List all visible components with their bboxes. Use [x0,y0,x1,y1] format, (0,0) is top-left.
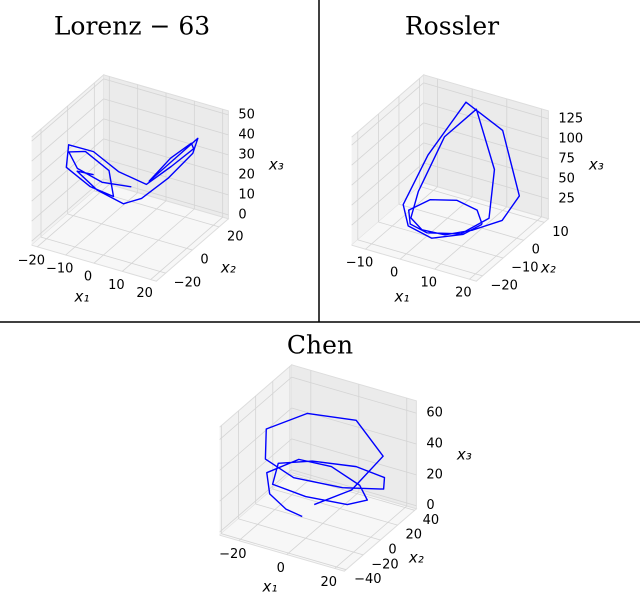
x-axis-label: x₁ [74,288,90,306]
trajectory [402,101,521,239]
grid-line [103,178,229,216]
grid-line [419,186,545,223]
z-tick-label: 30 [238,147,255,162]
x-tick-label: 10 [108,278,125,293]
z-tick-label: 25 [558,191,575,206]
z-tick-label: 50 [238,107,255,122]
z-axis-label: x₃ [456,445,472,463]
y-tick-label: −20 [371,557,398,572]
z-tick-label: 40 [426,437,443,452]
y-tick-label: 10 [552,225,569,240]
grid-line [272,488,398,526]
grid-line [103,118,229,156]
grid-line [31,98,104,162]
x-tick-label: 20 [455,286,472,301]
x-tick-label: 20 [320,575,337,590]
z-tick-label: 125 [558,111,583,126]
z-tick-label: 50 [558,171,575,186]
grid-line [378,221,504,259]
x-axis-label: x₁ [394,288,410,306]
grid-line [434,206,508,270]
chart-title: Lorenz − 63 [54,12,210,41]
grid-line [255,503,381,541]
x-tick-label: 0 [84,270,92,285]
y-tick-label: 0 [388,543,396,558]
grid-line [31,178,104,242]
grid-line [351,82,424,146]
z-tick-label: 40 [238,127,255,142]
y-tick-label: −10 [511,261,538,276]
x-axis-label: x₁ [262,578,278,596]
grid-line [398,203,524,241]
grid-line [103,138,229,176]
z-tick-label: 20 [426,467,443,482]
grid-line [219,407,292,471]
z-tick-label: 75 [558,151,575,166]
trajectory [264,412,386,518]
y-tick-label: 20 [227,229,244,244]
grid-line [219,438,292,502]
grid-line [219,469,292,533]
grid-line [423,102,549,140]
x-tick-label: −20 [18,253,45,268]
grid-line [423,82,549,120]
y-tick-label: −40 [354,572,381,587]
grid-line [365,186,438,250]
grid-line [351,102,424,166]
grid-line [351,122,424,186]
z-tick-label: 100 [558,131,583,146]
grid-line [94,190,220,228]
y-tick-label: 0 [200,253,208,268]
grid-line [219,376,292,440]
grid-line [238,518,364,556]
grid-line [103,98,229,136]
y-axis-label: x₂ [540,259,556,277]
z-tick-label: 10 [238,187,255,202]
grid-line [291,438,417,476]
grid-line [469,216,542,280]
grid-line [31,138,104,202]
grid-line [67,213,193,251]
chart-title: Rossler [405,12,499,41]
y-tick-label: −20 [491,278,518,293]
grid-line [31,78,104,142]
z-tick-label: 20 [238,167,255,182]
chart-title: Chen [287,331,353,360]
grid-line [103,78,229,116]
trajectory [65,137,199,205]
x-tick-label: 10 [421,276,438,291]
y-axis-label: x₂ [408,549,424,567]
z-axis-label: x₃ [588,155,604,173]
x-tick-label: 0 [390,266,398,281]
z-axis-label: x₃ [268,155,284,173]
z-tick-label: 0 [238,207,246,222]
x-tick-label: 20 [136,286,153,301]
x-tick-label: −10 [46,261,73,276]
y-axis-label: x₂ [220,259,236,277]
grid-line [31,158,104,222]
grid-line [103,158,229,196]
x-tick-label: −20 [219,547,246,562]
grid-line [221,533,347,571]
z-tick-label: 0 [426,498,434,513]
grid-line [291,376,417,414]
grid-line [399,196,473,260]
x-tick-label: −10 [346,256,373,271]
y-tick-label: 20 [405,528,422,543]
grid-line [423,142,549,180]
z-tick-label: 60 [426,406,443,421]
grid-line [289,473,415,511]
y-tick-label: −20 [174,276,201,291]
y-tick-label: 40 [423,513,440,528]
grid-line [351,142,424,206]
grid-line [40,236,166,274]
y-tick-label: 0 [532,243,540,258]
grid-line [351,162,424,226]
x-tick-label: 0 [277,561,285,576]
grid-line [357,239,483,277]
grid-line [423,162,549,200]
